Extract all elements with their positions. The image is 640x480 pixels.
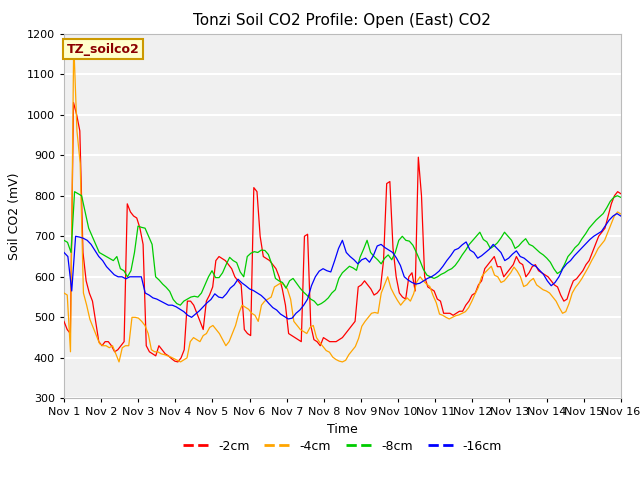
Y-axis label: Soil CO2 (mV): Soil CO2 (mV) [8,172,21,260]
Title: Tonzi Soil CO2 Profile: Open (East) CO2: Tonzi Soil CO2 Profile: Open (East) CO2 [193,13,492,28]
X-axis label: Time: Time [327,423,358,436]
Text: TZ_soilco2: TZ_soilco2 [67,43,140,56]
Legend: -2cm, -4cm, -8cm, -16cm: -2cm, -4cm, -8cm, -16cm [178,435,507,458]
